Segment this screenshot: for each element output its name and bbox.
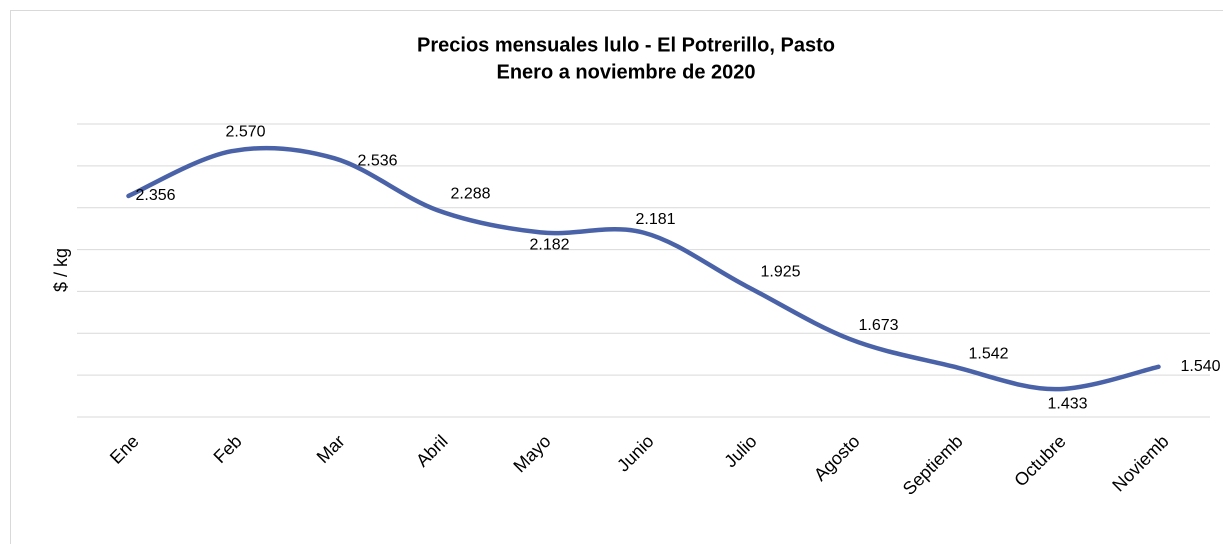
x-tick-label: Julio bbox=[720, 431, 760, 471]
x-tick-label: Feb bbox=[210, 431, 246, 467]
data-label: 1.673 bbox=[858, 317, 898, 334]
data-label: 1.925 bbox=[760, 263, 800, 280]
data-label: 2.182 bbox=[529, 237, 569, 254]
data-label: 2.356 bbox=[135, 187, 175, 204]
x-tick-label: Ene bbox=[106, 431, 143, 468]
x-tick-label: Junio bbox=[613, 431, 658, 476]
x-tick-label: Mar bbox=[313, 431, 349, 467]
chart-border bbox=[10, 10, 1223, 544]
x-tick-label: Abril bbox=[412, 431, 452, 471]
x-tick-label: Mayo bbox=[509, 431, 554, 476]
x-tick-label: Octubre bbox=[1010, 431, 1069, 490]
data-label: 2.181 bbox=[635, 211, 675, 228]
data-label: 2.570 bbox=[225, 123, 265, 140]
y-axis-label: $ / kg bbox=[51, 248, 71, 292]
x-tick-label: Agosto bbox=[810, 431, 864, 485]
x-tick-label: Noviemb bbox=[1108, 431, 1172, 495]
x-tick-label: Septiemb bbox=[899, 431, 967, 499]
data-label: 1.542 bbox=[968, 346, 1008, 363]
data-label: 1.540 bbox=[1180, 358, 1220, 375]
data-label: 2.288 bbox=[450, 185, 490, 202]
line bbox=[126, 145, 1161, 392]
chart-subtitle: Enero a noviembre de 2020 bbox=[496, 61, 755, 83]
data-label: 2.536 bbox=[357, 153, 397, 170]
chart-title: Precios mensuales lulo - El Potrerillo, … bbox=[417, 34, 835, 56]
data-label: 1.433 bbox=[1047, 395, 1087, 412]
